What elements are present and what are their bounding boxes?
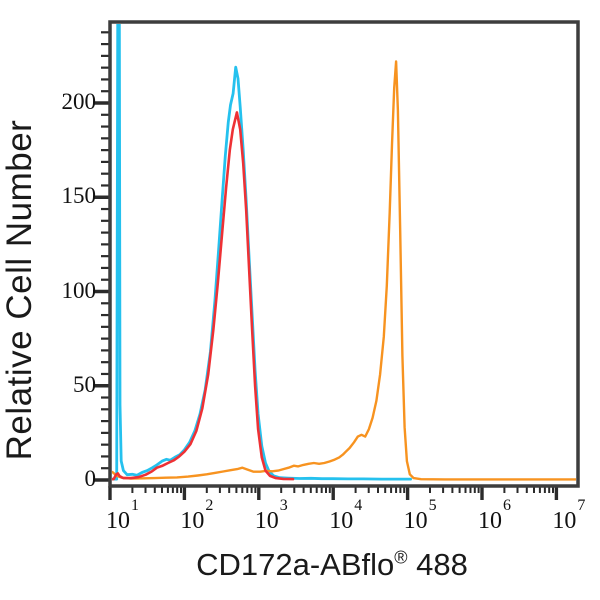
- x-tick-label-10e5: 105: [403, 497, 437, 535]
- x-tick-label-exponent: 2: [205, 497, 214, 514]
- x-axis-title-fluorophore: 488: [407, 547, 468, 582]
- x-tick-label-base: 10: [552, 508, 577, 534]
- y-tick-label-100: 100: [61, 277, 97, 303]
- x-tick-label-10e4: 104: [329, 497, 362, 535]
- x-tick-label-exponent: 3: [279, 497, 288, 514]
- x-tick-label-10e6: 106: [478, 497, 511, 535]
- orange-curve: [112, 60, 576, 481]
- x-tick-label-10e3: 103: [254, 497, 288, 535]
- cyan-curve: [112, 24, 412, 481]
- red-curve: [112, 111, 295, 481]
- y-tick-label-150: 150: [61, 183, 97, 209]
- x-axis-title: CD172a-ABflo® 488: [196, 547, 468, 583]
- x-tick-label-10e2: 102: [180, 497, 213, 535]
- x-tick-label-exponent: 4: [354, 497, 363, 514]
- x-tick-label-exponent: 5: [428, 497, 437, 514]
- x-axis-title-text: CD172a-ABflo: [196, 547, 395, 582]
- y-axis-title: Relative Cell Number: [0, 119, 39, 461]
- x-tick-label-10e1: 101: [106, 497, 139, 535]
- plot-frame: [108, 20, 580, 488]
- x-tick-label-exponent: 7: [577, 497, 586, 514]
- registered-trademark-symbol: ®: [394, 547, 408, 568]
- x-tick-label-base: 10: [106, 508, 130, 534]
- x-tick-label-exponent: 6: [503, 497, 511, 514]
- x-tick-label-10e7: 107: [552, 497, 585, 535]
- x-tick-label-base: 10: [329, 508, 354, 534]
- x-tick-label-base: 10: [478, 508, 502, 534]
- y-tick-label-200: 200: [61, 89, 97, 114]
- x-tick-label-base: 10: [180, 508, 205, 534]
- x-tick-label-exponent: 1: [131, 497, 139, 514]
- x-tick-label-base: 10: [403, 508, 428, 534]
- x-tick-label-base: 10: [254, 508, 279, 534]
- y-tick-label-50: 50: [73, 371, 96, 397]
- y-tick-label-0: 0: [84, 466, 97, 491]
